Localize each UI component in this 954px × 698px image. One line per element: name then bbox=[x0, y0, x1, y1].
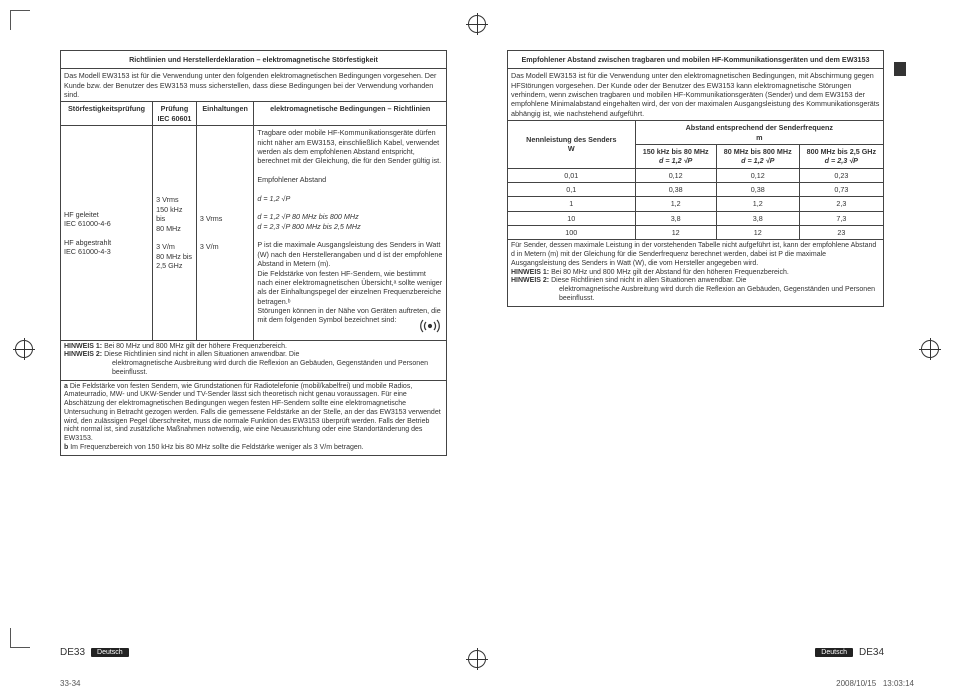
eq: d = 2,3 √P bbox=[825, 156, 858, 165]
cell: 23 bbox=[799, 226, 883, 240]
time: 13:03:14 bbox=[883, 679, 914, 688]
emc-immunity-table: Richtlinien und Herstellerdeklaration – … bbox=[60, 50, 447, 456]
page-right: Empfohlener Abstand zwischen tragbaren u… bbox=[477, 0, 954, 698]
cell: 0,23 bbox=[799, 168, 883, 182]
txt: Für Sender, dessen maximale Leistung in … bbox=[511, 242, 876, 267]
sheet-number: 33-34 bbox=[60, 679, 80, 688]
sub-header: 150 kHz bis 80 MHzd = 1,2 √P bbox=[635, 144, 716, 168]
table-row: 11,21,22,3 bbox=[508, 197, 884, 211]
txt: m bbox=[756, 133, 762, 142]
page-footer-right: Deutsch DE34 bbox=[815, 647, 884, 658]
txt: elektromagnetische Ausbreitung wird durc… bbox=[511, 286, 880, 304]
eq: d = 1,2 √P bbox=[659, 156, 692, 165]
cell: 0,12 bbox=[635, 168, 716, 182]
cell: 0,1 bbox=[508, 182, 636, 196]
eq: d = 1,2 √P bbox=[741, 156, 774, 165]
txt: 3 Vrms3 V/m bbox=[200, 214, 223, 251]
cell: 2,3 bbox=[799, 197, 883, 211]
txt: Bei 80 MHz und 800 MHz gilt der höhere F… bbox=[104, 343, 287, 350]
table-row: 0,10,380,380,73 bbox=[508, 182, 884, 196]
table-footnote: Für Sender, dessen maximale Leistung in … bbox=[508, 240, 884, 306]
cell: 7,3 bbox=[799, 211, 883, 225]
cell: 0,73 bbox=[799, 182, 883, 196]
txt: HF geleitetIEC 61000-4-6HF abgestrahltIE… bbox=[64, 210, 111, 256]
page-number: DE33 bbox=[60, 647, 85, 658]
cell: 100 bbox=[508, 226, 636, 240]
table-row: 103,83,87,3 bbox=[508, 211, 884, 225]
language-tag: Deutsch bbox=[91, 648, 129, 657]
txt: elektromagnetische Ausbreitung wird durc… bbox=[64, 360, 443, 378]
cell: 10 bbox=[508, 211, 636, 225]
t: 800 MHz bis 2,5 GHz bbox=[807, 147, 877, 156]
p: Störungen können in der Nähe von Geräten… bbox=[257, 306, 440, 324]
p: Empfohlener Abstand bbox=[257, 175, 326, 184]
p: Die Feldstärke von festen HF-Sendern, wi… bbox=[257, 269, 442, 306]
table-intro: Das Modell EW3153 ist für die Verwendung… bbox=[61, 69, 447, 102]
txt: 3 Vrms150 kHz bis80 MHz3 V/m80 MHz bis2,… bbox=[156, 195, 192, 270]
cell: 0,38 bbox=[716, 182, 799, 196]
t: 80 MHz bis 800 MHz bbox=[724, 147, 792, 156]
col-header: Einhaltungen bbox=[196, 102, 254, 126]
txt: Im Frequenzbereich von 150 kHz bis 80 MH… bbox=[70, 444, 363, 451]
compliance-cell: 3 Vrms3 V/m bbox=[196, 126, 254, 341]
cell: 1,2 bbox=[716, 197, 799, 211]
hinweis-block: HINWEIS 1: Bei 80 MHz und 800 MHz gilt d… bbox=[61, 340, 447, 380]
page-number: DE34 bbox=[859, 647, 884, 658]
txt: Abstand entsprechend der Senderfrequenz bbox=[686, 123, 833, 132]
sub-header: 80 MHz bis 800 MHzd = 1,2 √P bbox=[716, 144, 799, 168]
page-footer-left: DE33 Deutsch bbox=[60, 647, 129, 658]
txt: Nennleistung des Senders bbox=[526, 135, 616, 144]
rf-symbol-icon bbox=[417, 317, 443, 337]
txt: Diese Richtlinien sind nicht in allen Si… bbox=[104, 351, 299, 358]
cell: 3,8 bbox=[635, 211, 716, 225]
sub-header: 800 MHz bis 2,5 GHzd = 2,3 √P bbox=[799, 144, 883, 168]
p: Tragbare oder mobile HF-Kommunikationsge… bbox=[257, 128, 441, 165]
language-tag: Deutsch bbox=[815, 648, 853, 657]
guidance-cell: Tragbare oder mobile HF-Kommunikationsge… bbox=[254, 126, 447, 341]
cell: 1 bbox=[508, 197, 636, 211]
eq: d = 2,3 √P 800 MHz bis 2,5 MHz bbox=[257, 222, 360, 231]
txt: W bbox=[568, 144, 575, 153]
spread: Richtlinien und Herstellerdeklaration – … bbox=[0, 0, 954, 698]
table-intro: Das Modell EW3153 ist für die Verwendung… bbox=[508, 69, 884, 121]
table-row: 100121223 bbox=[508, 226, 884, 240]
txt: Bei 80 MHz und 800 MHz gilt der Abstand … bbox=[551, 269, 789, 276]
table-title: Empfohlener Abstand zwischen tragbaren u… bbox=[508, 51, 884, 69]
label: HINWEIS 1: bbox=[511, 269, 549, 276]
label: HINWEIS 2: bbox=[64, 351, 102, 358]
cell: 0,01 bbox=[508, 168, 636, 182]
separation-distance-table: Empfohlener Abstand zwischen tragbaren u… bbox=[507, 50, 884, 307]
cell: 1,2 bbox=[635, 197, 716, 211]
col-header: Prüfung IEC 60601 bbox=[153, 102, 197, 126]
txt: Die Feldstärke von festen Sendern, wie G… bbox=[64, 383, 441, 443]
cell: 0,12 bbox=[716, 168, 799, 182]
cell: 3,8 bbox=[716, 211, 799, 225]
eq: d = 1,2 √P bbox=[257, 194, 290, 203]
table-row: 0,010,120,120,23 bbox=[508, 168, 884, 182]
cell: 0,38 bbox=[635, 182, 716, 196]
label: b bbox=[64, 444, 68, 451]
col-header: Störfestigkeitsprüfung bbox=[61, 102, 153, 126]
date: 2008/10/15 bbox=[836, 679, 876, 688]
label: a bbox=[64, 383, 68, 390]
table-title: Richtlinien und Herstellerdeklaration – … bbox=[61, 51, 447, 69]
label: HINWEIS 1: bbox=[64, 343, 102, 350]
t: 150 kHz bis 80 MHz bbox=[643, 147, 709, 156]
immunity-test-cell: HF geleitetIEC 61000-4-6HF abgestrahltIE… bbox=[61, 126, 153, 341]
eq: d = 1,2 √P 80 MHz bis 800 MHz bbox=[257, 212, 358, 221]
footnotes-block: a Die Feldstärke von festen Sendern, wie… bbox=[61, 380, 447, 455]
print-timestamp: 2008/10/15 13:03:14 bbox=[836, 679, 914, 688]
label: HINWEIS 2: bbox=[511, 277, 549, 284]
col-header-distance: Abstand entsprechend der Senderfrequenz … bbox=[635, 121, 883, 145]
cell: 12 bbox=[635, 226, 716, 240]
col-header-power: Nennleistung des Senders W bbox=[508, 121, 636, 168]
txt: Diese Richtlinien sind nicht in allen Si… bbox=[551, 277, 746, 284]
col-header: elektromagnetische Bedingungen – Richtli… bbox=[254, 102, 447, 126]
cell: 12 bbox=[716, 226, 799, 240]
page-left: Richtlinien und Herstellerdeklaration – … bbox=[0, 0, 477, 698]
p: P ist die maximale Ausgangsleistung des … bbox=[257, 240, 442, 268]
test-level-cell: 3 Vrms150 kHz bis80 MHz3 V/m80 MHz bis2,… bbox=[153, 126, 197, 341]
